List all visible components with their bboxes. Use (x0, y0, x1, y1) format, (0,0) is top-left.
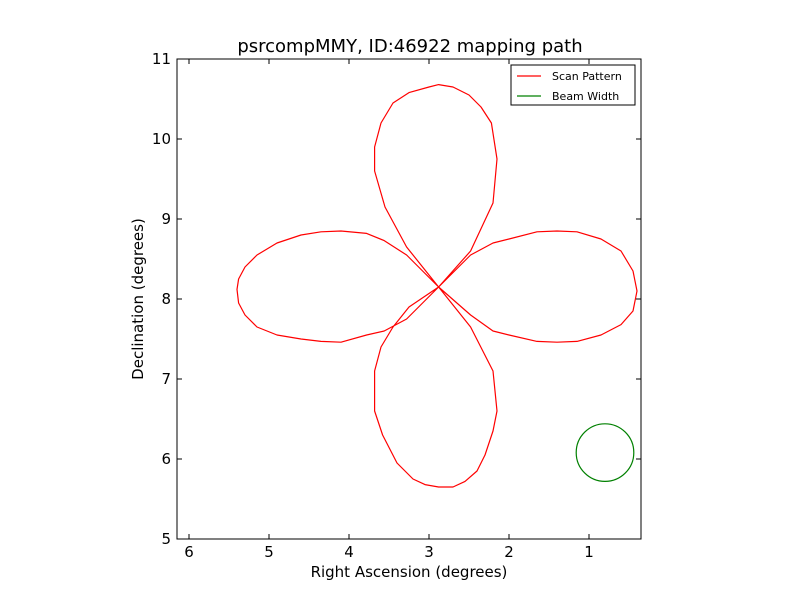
plot-frame (176, 58, 642, 540)
x-tick-label: 1 (584, 543, 594, 561)
legend-label-scan-pattern: Scan Pattern (552, 70, 622, 83)
y-tick-label: 7 (161, 370, 171, 388)
x-tick-label: 3 (424, 543, 434, 561)
y-axis-label: Declination (degrees) (129, 218, 147, 380)
x-axis-label: Right Ascension (degrees) (311, 563, 508, 581)
legend: Scan Pattern Beam Width (510, 64, 636, 106)
series-beam-width (575, 423, 635, 483)
y-tick-label: 9 (161, 210, 171, 228)
x-tick-label: 4 (344, 543, 354, 561)
chart-title: psrcompMMY, ID:46922 mapping path (237, 36, 582, 57)
x-tick-label: 5 (264, 543, 274, 561)
y-tick-label: 8 (161, 290, 171, 308)
y-tick-label: 6 (161, 450, 171, 468)
series-scan-pattern (236, 83, 638, 488)
legend-box (510, 64, 636, 106)
legend-label-beam-width: Beam Width (552, 90, 619, 103)
x-tick-label: 2 (504, 543, 514, 561)
y-tick-label: 11 (152, 50, 171, 68)
x-tick-label: 6 (184, 543, 194, 561)
y-tick-label: 10 (152, 130, 171, 148)
y-tick-label: 5 (161, 530, 171, 548)
